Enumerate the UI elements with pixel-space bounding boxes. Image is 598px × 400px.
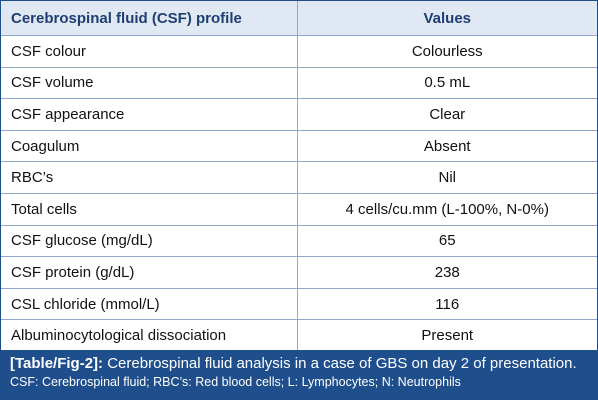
row-label: Total cells <box>1 193 298 226</box>
row-label: CSF appearance <box>1 98 298 131</box>
row-label: CSF colour <box>1 35 298 68</box>
row-value: Colourless <box>297 35 597 68</box>
csf-profile-table: Cerebrospinal fluid (CSF) profile Values… <box>1 1 597 352</box>
table-row: CSF protein (g/dL) 238 <box>1 256 597 289</box>
table-row: CSL chloride (mmol/L) 116 <box>1 288 597 321</box>
table-caption: [Table/Fig-2]: Cerebrospinal fluid analy… <box>1 350 597 399</box>
caption-title-line: [Table/Fig-2]: Cerebrospinal fluid analy… <box>10 354 588 373</box>
table-row: CSF glucose (mg/dL) 65 <box>1 225 597 258</box>
row-label: CSF volume <box>1 67 298 100</box>
row-value: Clear <box>297 98 597 131</box>
row-label: RBC’s <box>1 161 298 194</box>
row-value: 65 <box>297 225 597 258</box>
row-value: 238 <box>297 256 597 289</box>
row-value: 0.5 mL <box>297 67 597 100</box>
row-value: Absent <box>297 130 597 163</box>
caption-title: Cerebrospinal fluid analysis in a case o… <box>103 355 577 372</box>
caption-footnote: CSF: Cerebrospinal fluid; RBC’s: Red blo… <box>10 375 461 389</box>
row-value: 4 cells/cu.mm (L-100%, N-0%) <box>297 193 597 226</box>
table-row: RBC’s Nil <box>1 161 597 194</box>
table-row: Total cells 4 cells/cu.mm (L-100%, N-0%) <box>1 193 597 226</box>
row-value: Nil <box>297 161 597 194</box>
table-row: CSF colour Colourless <box>1 35 597 68</box>
table-row: CSF volume 0.5 mL <box>1 67 597 100</box>
table-header-row: Cerebrospinal fluid (CSF) profile Values <box>1 1 597 36</box>
row-value: Present <box>297 319 597 352</box>
column-header-values: Values <box>297 1 597 36</box>
table-row: CSF appearance Clear <box>1 98 597 131</box>
caption-tag: [Table/Fig-2]: <box>10 355 104 372</box>
row-label: CSF protein (g/dL) <box>1 256 298 289</box>
column-header-profile: Cerebrospinal fluid (CSF) profile <box>1 1 298 36</box>
row-label: CSF glucose (mg/dL) <box>1 225 298 258</box>
row-value: 116 <box>297 288 597 321</box>
row-label: CSL chloride (mmol/L) <box>1 288 298 321</box>
table-row: Albuminocytological dissociation Present <box>1 319 597 352</box>
table-row: Coagulum Absent <box>1 130 597 163</box>
row-label: Coagulum <box>1 130 298 163</box>
row-label: Albuminocytological dissociation <box>1 319 298 352</box>
